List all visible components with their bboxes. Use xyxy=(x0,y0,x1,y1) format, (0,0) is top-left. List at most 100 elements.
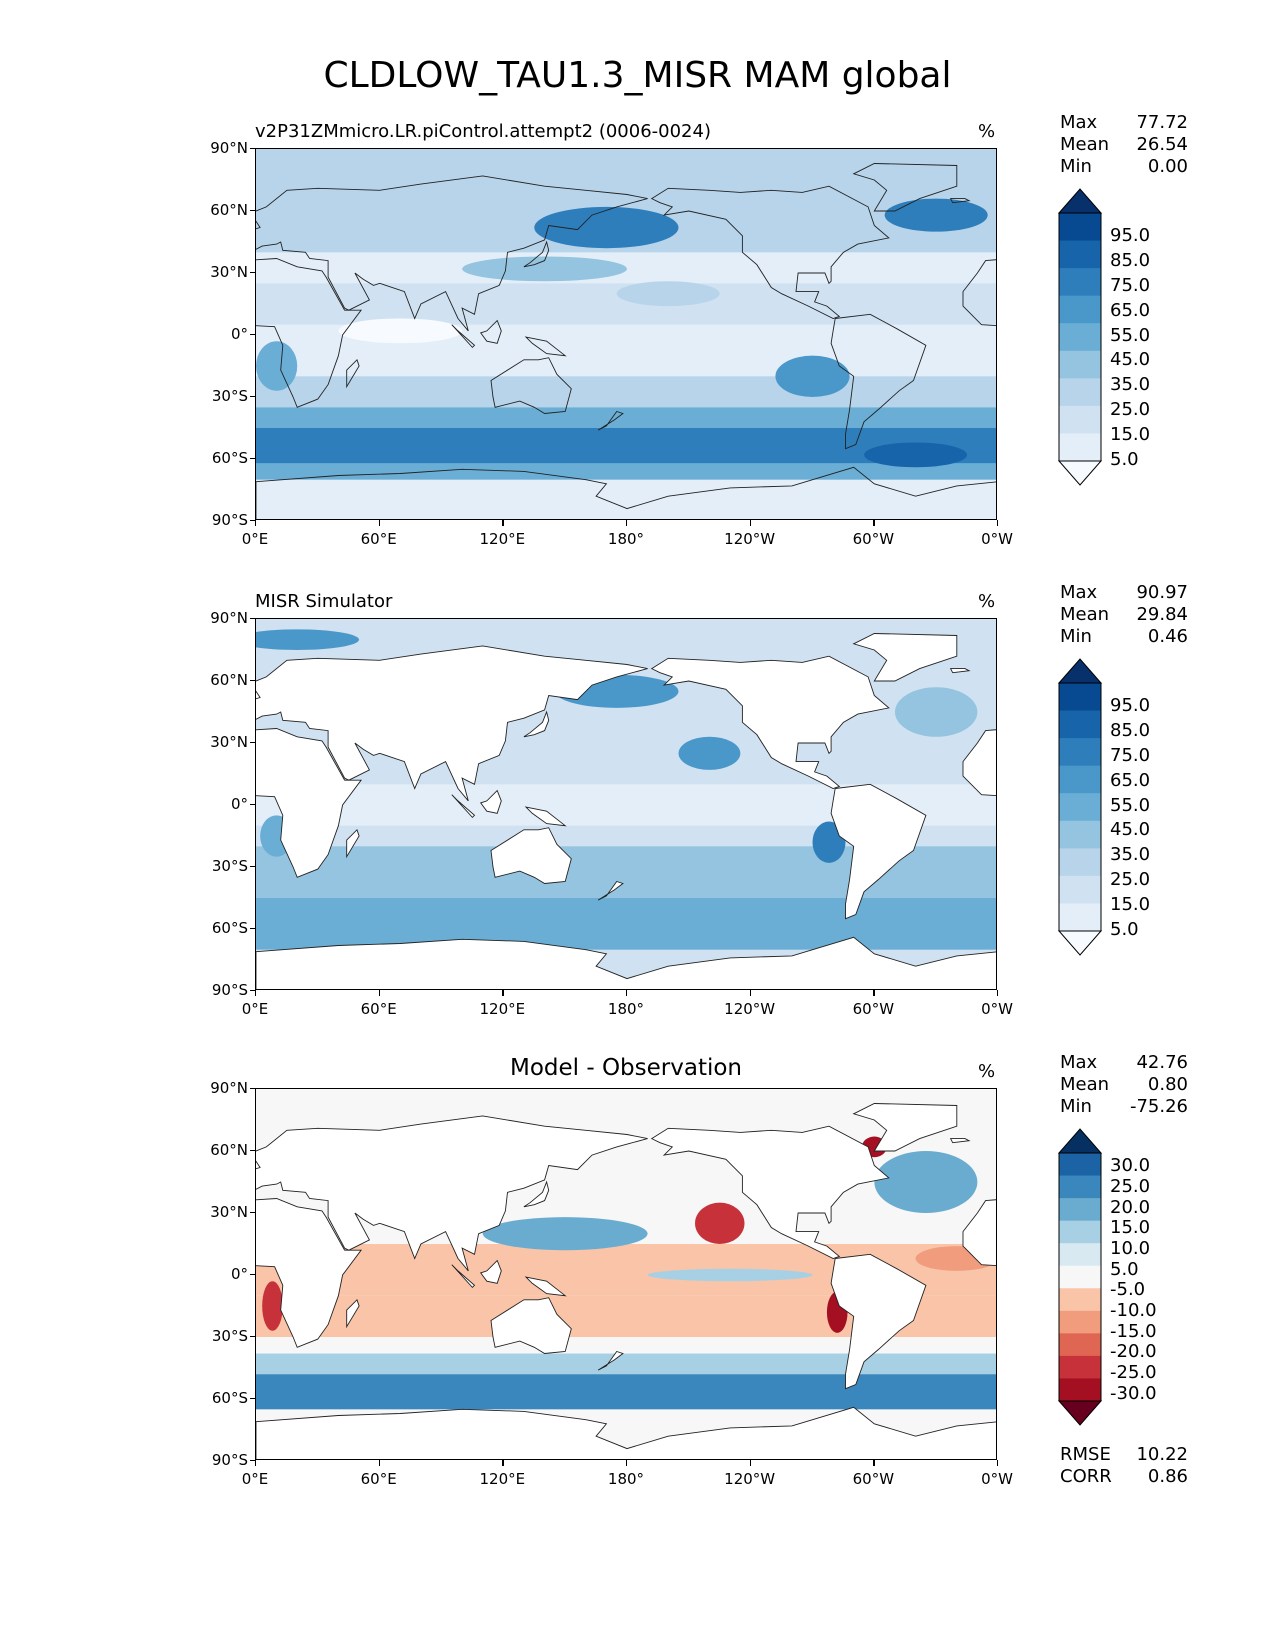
lat-tick-mark xyxy=(250,272,256,274)
units-label: % xyxy=(978,591,996,612)
lon-tick-label: 180° xyxy=(607,530,645,548)
lat-tick-mark xyxy=(250,458,256,460)
colorbar-segment xyxy=(1059,683,1101,712)
stats-box: Max 77.72 Mean 26.54 Min 0.00 xyxy=(1060,112,1188,178)
landmass-sumatra xyxy=(451,324,476,349)
difference-map xyxy=(255,1088,997,1460)
colorbar-label: 95.0 xyxy=(1110,225,1151,247)
landmass-eurasia xyxy=(256,175,648,332)
colorbar-segment xyxy=(1059,240,1101,269)
colorbar-label: 75.0 xyxy=(1110,274,1151,296)
colorbar-label: -25.0 xyxy=(1110,1362,1157,1384)
landmass-new-zealand xyxy=(597,410,624,431)
lon-tick-mark xyxy=(997,1460,999,1466)
colorbar-label: 75.0 xyxy=(1110,744,1151,766)
lat-tick-mark xyxy=(250,742,256,744)
landmass-sumatra xyxy=(451,1264,476,1289)
colorbar xyxy=(1058,188,1102,486)
landmass-new-guinea xyxy=(524,806,567,827)
colorbar-label: 55.0 xyxy=(1110,324,1151,346)
colorbar-segment xyxy=(1059,1265,1101,1289)
landmass-australia xyxy=(490,827,572,884)
colorbar-extend-max xyxy=(1058,188,1102,214)
colorbar-segment xyxy=(1059,848,1101,877)
lon-tick-mark xyxy=(749,520,751,526)
lon-tick-label: 120°W xyxy=(724,1000,776,1018)
units-label: % xyxy=(978,1061,996,1082)
lat-tick-mark xyxy=(250,210,256,212)
lat-tick-label: 60°S xyxy=(211,919,248,937)
lon-tick-mark xyxy=(997,990,999,996)
stat-label: Mean xyxy=(1060,1074,1110,1095)
lon-tick-mark xyxy=(997,520,999,526)
landmass-antarctica xyxy=(256,466,996,519)
panel-subtitle: MISR Simulator xyxy=(255,591,393,612)
figure-title: CLDLOW_TAU1.3_MISR MAM global xyxy=(323,55,952,96)
lat-tick-mark xyxy=(250,1150,256,1152)
lat-tick-mark xyxy=(250,1212,256,1214)
colorbar-segment xyxy=(1059,710,1101,739)
diff-field xyxy=(256,1089,996,1459)
colorbar-segment xyxy=(1059,323,1101,352)
colorbar-label: 5.0 xyxy=(1110,918,1139,940)
lat-tick-mark xyxy=(250,804,256,806)
colorbar-label: 95.0 xyxy=(1110,695,1151,717)
landmass-uk xyxy=(256,690,261,700)
colorbar-outline xyxy=(1058,1152,1102,1402)
landmass-madagascar xyxy=(346,358,360,389)
lon-tick-mark xyxy=(255,990,257,996)
landmass-australia xyxy=(490,357,572,414)
stat-label: Min xyxy=(1060,626,1092,647)
lat-tick-mark xyxy=(250,866,256,868)
lon-tick-label: 120°E xyxy=(479,1000,526,1018)
landmass-n-america xyxy=(650,1125,890,1259)
colorbar-extend-min xyxy=(1058,930,1102,956)
landmass-borneo xyxy=(479,319,502,344)
colorbar-segment xyxy=(1059,213,1101,242)
lon-tick-mark xyxy=(749,1460,751,1466)
landmass-eurasia xyxy=(256,1115,648,1272)
lat-tick-label: 90°S xyxy=(211,981,248,999)
landmass-africa xyxy=(256,728,362,878)
lat-tick-mark xyxy=(250,1398,256,1400)
lon-tick-label: 60°E xyxy=(360,530,397,548)
lon-tick-label: 60°W xyxy=(852,1000,895,1018)
lon-tick-label: 0°W xyxy=(981,530,1013,548)
landmass-africa-east xyxy=(962,729,996,797)
stat-value: 26.54 xyxy=(1136,134,1188,155)
landmass-greenland xyxy=(852,163,958,212)
colorbar-segment xyxy=(1059,738,1101,767)
model-field xyxy=(256,149,996,519)
colorbar-label: 35.0 xyxy=(1110,844,1151,866)
landmass-eurasia xyxy=(256,645,648,802)
landmass-greenland xyxy=(852,633,958,682)
landmass-antarctica xyxy=(256,1406,996,1459)
colorbar-extend-min xyxy=(1058,460,1102,486)
lon-tick-mark xyxy=(502,990,504,996)
lat-tick-label: 90°S xyxy=(211,1451,248,1469)
lon-tick-mark xyxy=(626,990,628,996)
colorbar-label: 5.0 xyxy=(1110,1258,1139,1280)
colorbar-segment xyxy=(1059,765,1101,794)
landmass-japan xyxy=(523,710,550,738)
colorbar-label: 55.0 xyxy=(1110,794,1151,816)
colorbar-segment xyxy=(1059,1288,1101,1312)
stat-value: 0.00 xyxy=(1147,156,1188,177)
lat-tick-mark xyxy=(250,1460,256,1462)
colorbar-segment xyxy=(1059,268,1101,297)
lat-tick-label: 60°N xyxy=(210,671,248,689)
lat-tick-label: 30°N xyxy=(210,263,248,281)
stat-label: Max xyxy=(1060,112,1098,133)
colorbar-segment xyxy=(1059,820,1101,849)
lat-tick-label: 0° xyxy=(230,795,248,813)
colorbar xyxy=(1058,1128,1102,1426)
colorbar-segment xyxy=(1059,1378,1101,1402)
stat-value: 42.76 xyxy=(1136,1052,1188,1073)
lon-tick-label: 60°W xyxy=(852,530,895,548)
lon-tick-mark xyxy=(873,990,875,996)
colorbar-segment xyxy=(1059,1175,1101,1199)
lat-tick-mark xyxy=(250,148,256,150)
lat-tick-label: 30°S xyxy=(211,1327,248,1345)
units-label: % xyxy=(978,121,996,142)
lat-tick-mark xyxy=(250,990,256,992)
